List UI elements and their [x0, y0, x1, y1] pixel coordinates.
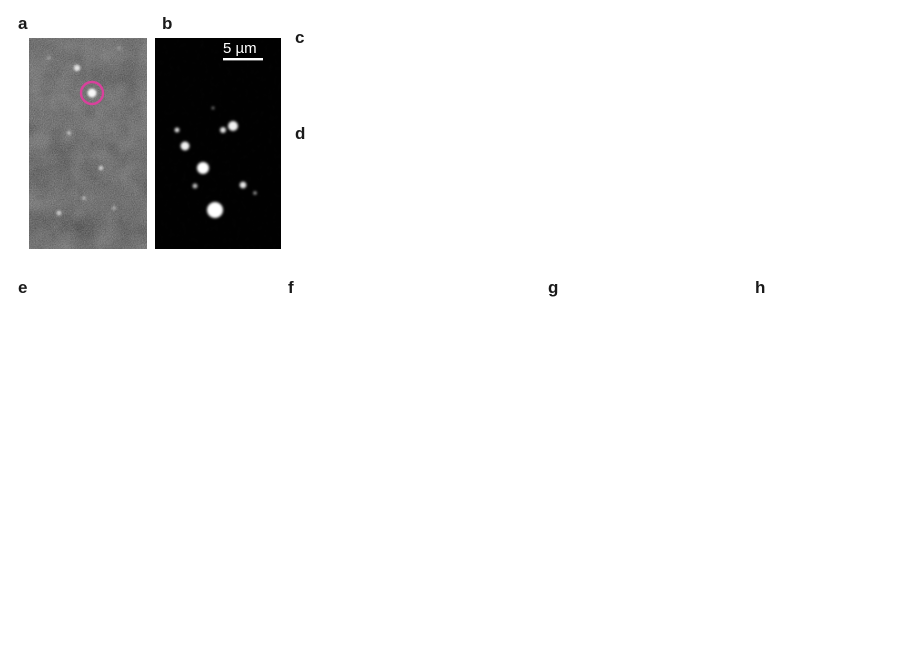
svg-text:5 µm: 5 µm — [223, 40, 257, 57]
